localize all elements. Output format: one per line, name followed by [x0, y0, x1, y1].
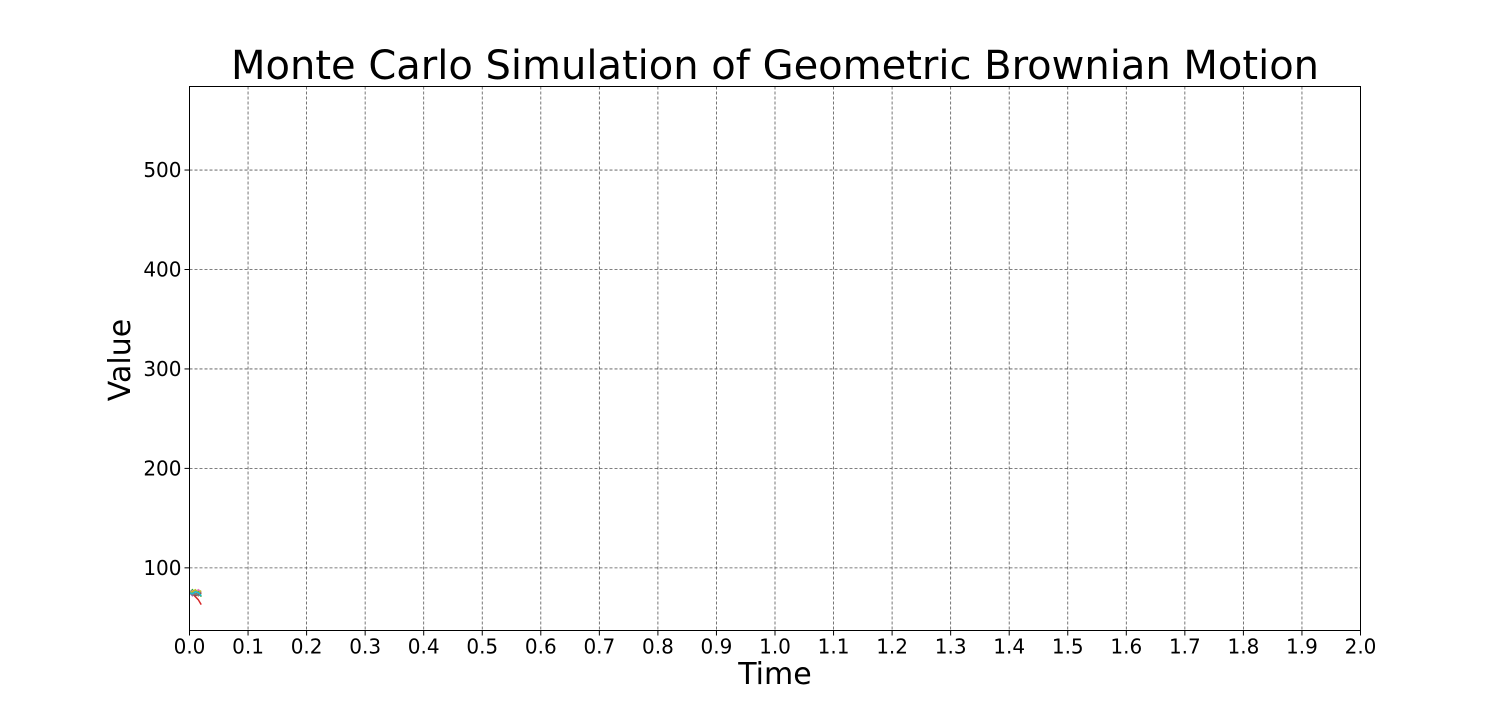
- x-tick-label: 1.6: [1110, 635, 1142, 659]
- x-tick-label: 1.7: [1169, 635, 1201, 659]
- x-tick-label: 1.1: [818, 635, 850, 659]
- x-tick-label: 0.8: [642, 635, 674, 659]
- y-tick-label: 400: [143, 257, 181, 281]
- grid-lines: [189, 86, 1361, 631]
- series-line-10: [189, 590, 202, 597]
- x-ticks: 0.0 0.1 0.2 0.3 0.4 0.5 0.6 0.7 0.8 0.9 1.0 1.1 1.2 1…: [174, 630, 1377, 659]
- x-tick-label: 0.5: [466, 635, 498, 659]
- x-tick-label: 1.8: [1227, 635, 1259, 659]
- series-lines: [188, 588, 202, 606]
- x-tick-label: 1.9: [1286, 635, 1318, 659]
- x-tick-label: 0.2: [291, 635, 323, 659]
- x-tick-label: 0.1: [232, 635, 264, 659]
- x-tick-label: 1.3: [935, 635, 967, 659]
- x-tick-label: 0.4: [408, 635, 440, 659]
- x-tick-label: 0.9: [701, 635, 733, 659]
- y-tick-label: 200: [143, 456, 181, 480]
- x-tick-label: 1.5: [1052, 635, 1084, 659]
- x-axis-label: Time: [737, 657, 811, 692]
- y-tick-label: 300: [143, 357, 181, 381]
- y-axis-label: Value: [103, 319, 138, 401]
- x-tick-label: 1.2: [876, 635, 908, 659]
- x-tick-label: 0.3: [349, 635, 381, 659]
- y-tick-label: 100: [143, 556, 181, 580]
- x-tick-label: 1.4: [993, 635, 1025, 659]
- x-tick-label: 1.0: [759, 635, 791, 659]
- x-tick-label: 2.0: [1345, 635, 1377, 659]
- series-line-9: [189, 588, 202, 594]
- x-tick-label: 0.7: [583, 635, 615, 659]
- x-tick-label: 0.6: [525, 635, 557, 659]
- chart-title: Monte Carlo Simulation of Geometric Brow…: [231, 43, 1319, 89]
- x-tick-label: 0.0: [174, 635, 206, 659]
- y-tick-label: 500: [143, 158, 181, 182]
- y-ticks: 100 200 300 400 500: [143, 158, 190, 580]
